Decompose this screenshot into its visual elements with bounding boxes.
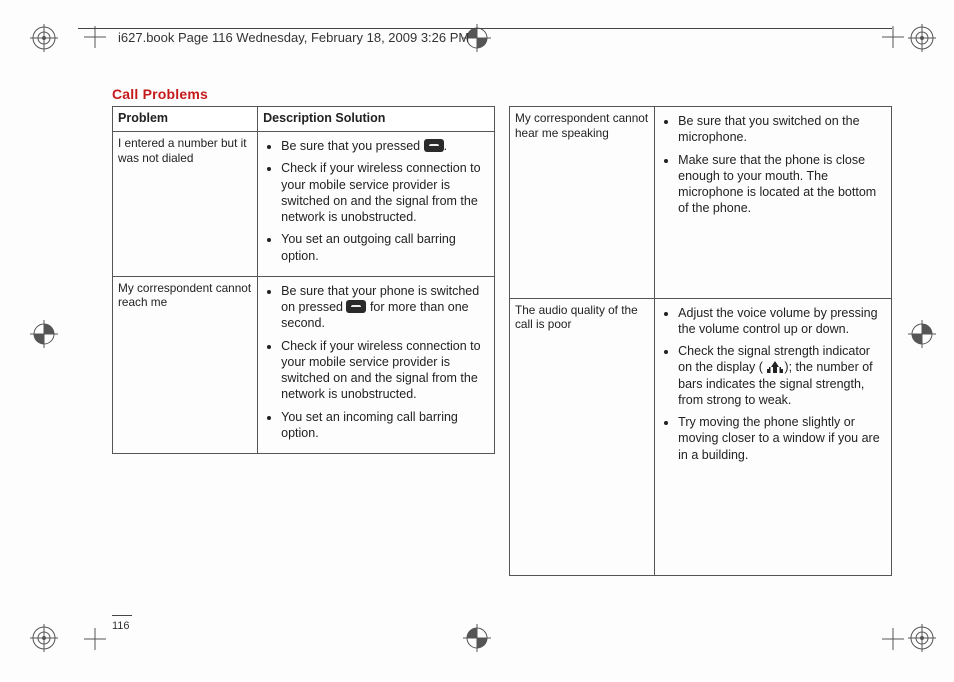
solution-item: You set an incoming call barring option. [281, 409, 489, 442]
solution-item: Be sure that your phone is switched on p… [281, 283, 489, 332]
call-key-icon [424, 139, 444, 152]
page-header-meta: i627.book Page 116 Wednesday, February 1… [118, 30, 469, 45]
solution-item: Make sure that the phone is close enough… [678, 152, 886, 217]
registration-mark-top-right [908, 24, 936, 52]
solution-cell: Be sure that you switched on the microph… [655, 107, 892, 299]
solution-item: Check if your wireless connection to you… [281, 160, 489, 225]
table-row: My correspondent cannot hear me speaking… [510, 107, 892, 299]
solution-item: Check if your wireless connection to you… [281, 338, 489, 403]
section-title: Call Problems [112, 86, 892, 102]
page-number: 116 [112, 620, 130, 632]
registration-mark-bottom-center [463, 624, 491, 652]
problems-table-right: My correspondent cannot hear me speaking… [509, 106, 892, 576]
problems-table-left: Problem Description Solution I entered a… [112, 106, 495, 454]
right-column: My correspondent cannot hear me speaking… [509, 106, 892, 576]
header-rule [78, 28, 892, 29]
footer-rule [112, 615, 132, 616]
solution-item: Be sure that you pressed . [281, 138, 489, 154]
solution-item: Try moving the phone slightly or moving … [678, 414, 886, 463]
col-header-problem: Problem [113, 107, 258, 132]
signal-strength-icon [766, 360, 784, 374]
problem-cell: My correspondent cannot hear me speaking [510, 107, 655, 299]
registration-mark-bottom-right [908, 624, 936, 652]
page-content: Call Problems Problem Description Soluti… [112, 86, 892, 622]
col-header-solution: Description Solution [258, 107, 495, 132]
registration-mark-bottom-left [30, 624, 58, 652]
table-row: I entered a number but it was not dialed… [113, 132, 495, 277]
crop-tick [882, 628, 904, 650]
crop-tick [84, 26, 106, 48]
solution-cell: Be sure that your phone is switched on p… [258, 276, 495, 453]
problem-cell: I entered a number but it was not dialed [113, 132, 258, 277]
solution-cell: Be sure that you pressed . Check if your … [258, 132, 495, 277]
registration-mark-mid-left [30, 320, 58, 348]
crop-tick [84, 628, 106, 650]
call-key-icon [346, 300, 366, 313]
crop-tick [882, 26, 904, 48]
solution-item: Adjust the voice volume by pressing the … [678, 305, 886, 338]
solution-item: Check the signal strength indicator on t… [678, 343, 886, 408]
left-column: Problem Description Solution I entered a… [112, 106, 495, 576]
solution-item: You set an outgoing call barring option. [281, 231, 489, 264]
table-row: The audio quality of the call is poor Adj… [510, 298, 892, 575]
solution-cell: Adjust the voice volume by pressing the … [655, 298, 892, 575]
solution-item: Be sure that you switched on the microph… [678, 113, 886, 146]
registration-mark-top-left [30, 24, 58, 52]
table-row: My correspondent cannot reach me Be sure … [113, 276, 495, 453]
registration-mark-mid-right [908, 320, 936, 348]
problem-cell: My correspondent cannot reach me [113, 276, 258, 453]
problem-cell: The audio quality of the call is poor [510, 298, 655, 575]
